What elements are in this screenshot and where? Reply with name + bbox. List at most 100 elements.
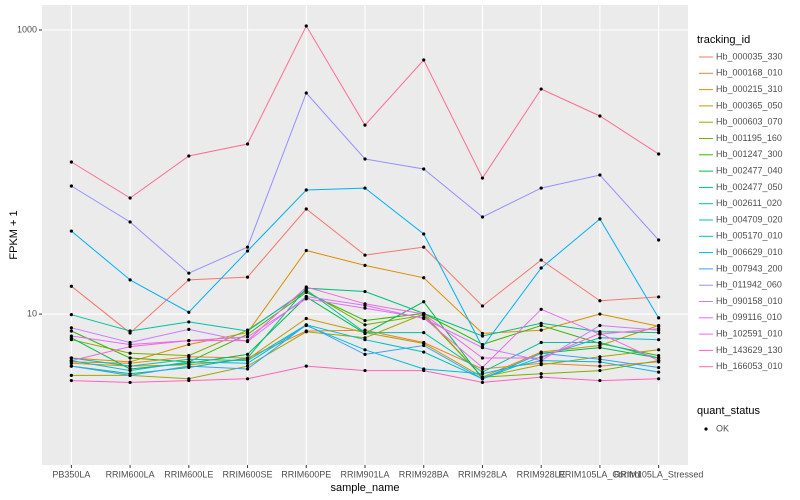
point (245, 359, 250, 363)
point (657, 370, 661, 374)
legend-label: Hb_000035_330 (716, 51, 783, 61)
point (245, 249, 250, 253)
legend-label: Hb_000215_310 (716, 84, 783, 94)
point (363, 331, 367, 335)
point (422, 343, 426, 348)
point (69, 356, 73, 360)
point (598, 336, 602, 340)
point (422, 58, 426, 62)
point (539, 186, 543, 190)
point (363, 263, 367, 268)
y-tick-label: 10 (27, 308, 37, 318)
legend-title: quant_status (697, 405, 760, 417)
point (304, 207, 308, 211)
point (598, 378, 602, 383)
point (187, 310, 191, 314)
point (187, 378, 191, 383)
point (480, 372, 485, 376)
point (422, 245, 426, 249)
point (539, 307, 543, 311)
point (657, 365, 661, 370)
point (69, 284, 73, 288)
point (480, 176, 485, 180)
point (598, 340, 602, 345)
point (69, 184, 73, 188)
point (363, 302, 367, 306)
legend-title: tracking_id (697, 34, 750, 46)
point (422, 316, 426, 320)
point (598, 360, 602, 364)
legend-label: Hb_001195_160 (716, 133, 782, 143)
point (598, 323, 602, 328)
point (304, 323, 308, 327)
point (598, 312, 602, 316)
legend-label: Hb_000168_010 (716, 68, 783, 78)
point (657, 353, 661, 358)
point (128, 380, 132, 385)
legend-label: Hb_002477_040 (716, 165, 783, 175)
point (598, 355, 602, 359)
point (422, 232, 426, 236)
point (69, 359, 73, 363)
point (245, 367, 250, 371)
point (187, 271, 191, 275)
point (245, 361, 250, 365)
x-tick-label: RRIM600PE (281, 469, 331, 479)
point (245, 329, 250, 333)
point (69, 373, 73, 377)
point (128, 356, 132, 360)
point (245, 364, 250, 368)
point (69, 334, 73, 338)
point (598, 114, 602, 118)
point (539, 363, 543, 367)
point (187, 320, 191, 324)
x-tick-label: RRIM600LE (164, 469, 213, 479)
point (598, 173, 602, 177)
point (304, 364, 308, 368)
point (657, 377, 661, 381)
x-tick-label: RRIM600LA (106, 469, 155, 479)
point (539, 87, 543, 91)
point (69, 160, 73, 164)
legend-label: Hb_011942_060 (716, 280, 782, 290)
point (480, 331, 485, 336)
point (657, 152, 661, 156)
legend-label: Hb_000365_050 (716, 100, 783, 110)
legend-label: Hb_102591_010 (716, 328, 783, 338)
point (422, 276, 426, 280)
point (128, 373, 132, 377)
legend-label: Hb_099116_010 (716, 312, 782, 322)
point (539, 356, 543, 360)
point (480, 365, 485, 370)
point (187, 364, 191, 368)
point (363, 253, 367, 257)
point (657, 316, 661, 320)
legend-key (704, 427, 708, 431)
legend-label: Hb_000603_070 (716, 117, 783, 127)
point (657, 356, 661, 360)
point (422, 312, 426, 316)
point (69, 361, 73, 365)
point (422, 350, 426, 354)
point (128, 368, 132, 373)
x-tick-label: RRIM901LA (340, 469, 389, 479)
point (187, 357, 191, 361)
point (363, 338, 367, 342)
x-tick-label: RRIM928BA (399, 469, 449, 479)
point (69, 378, 73, 383)
point (539, 321, 543, 325)
point (480, 304, 485, 308)
point (363, 306, 367, 310)
legend-label: Hb_004709_020 (716, 214, 783, 224)
point (657, 323, 661, 328)
point (245, 332, 250, 336)
legend-label: Hb_166053_010 (716, 361, 783, 371)
point (598, 357, 602, 361)
point (598, 364, 602, 368)
point (304, 294, 308, 299)
point (304, 316, 308, 321)
point (598, 217, 602, 221)
point (304, 330, 308, 334)
point (363, 157, 367, 161)
